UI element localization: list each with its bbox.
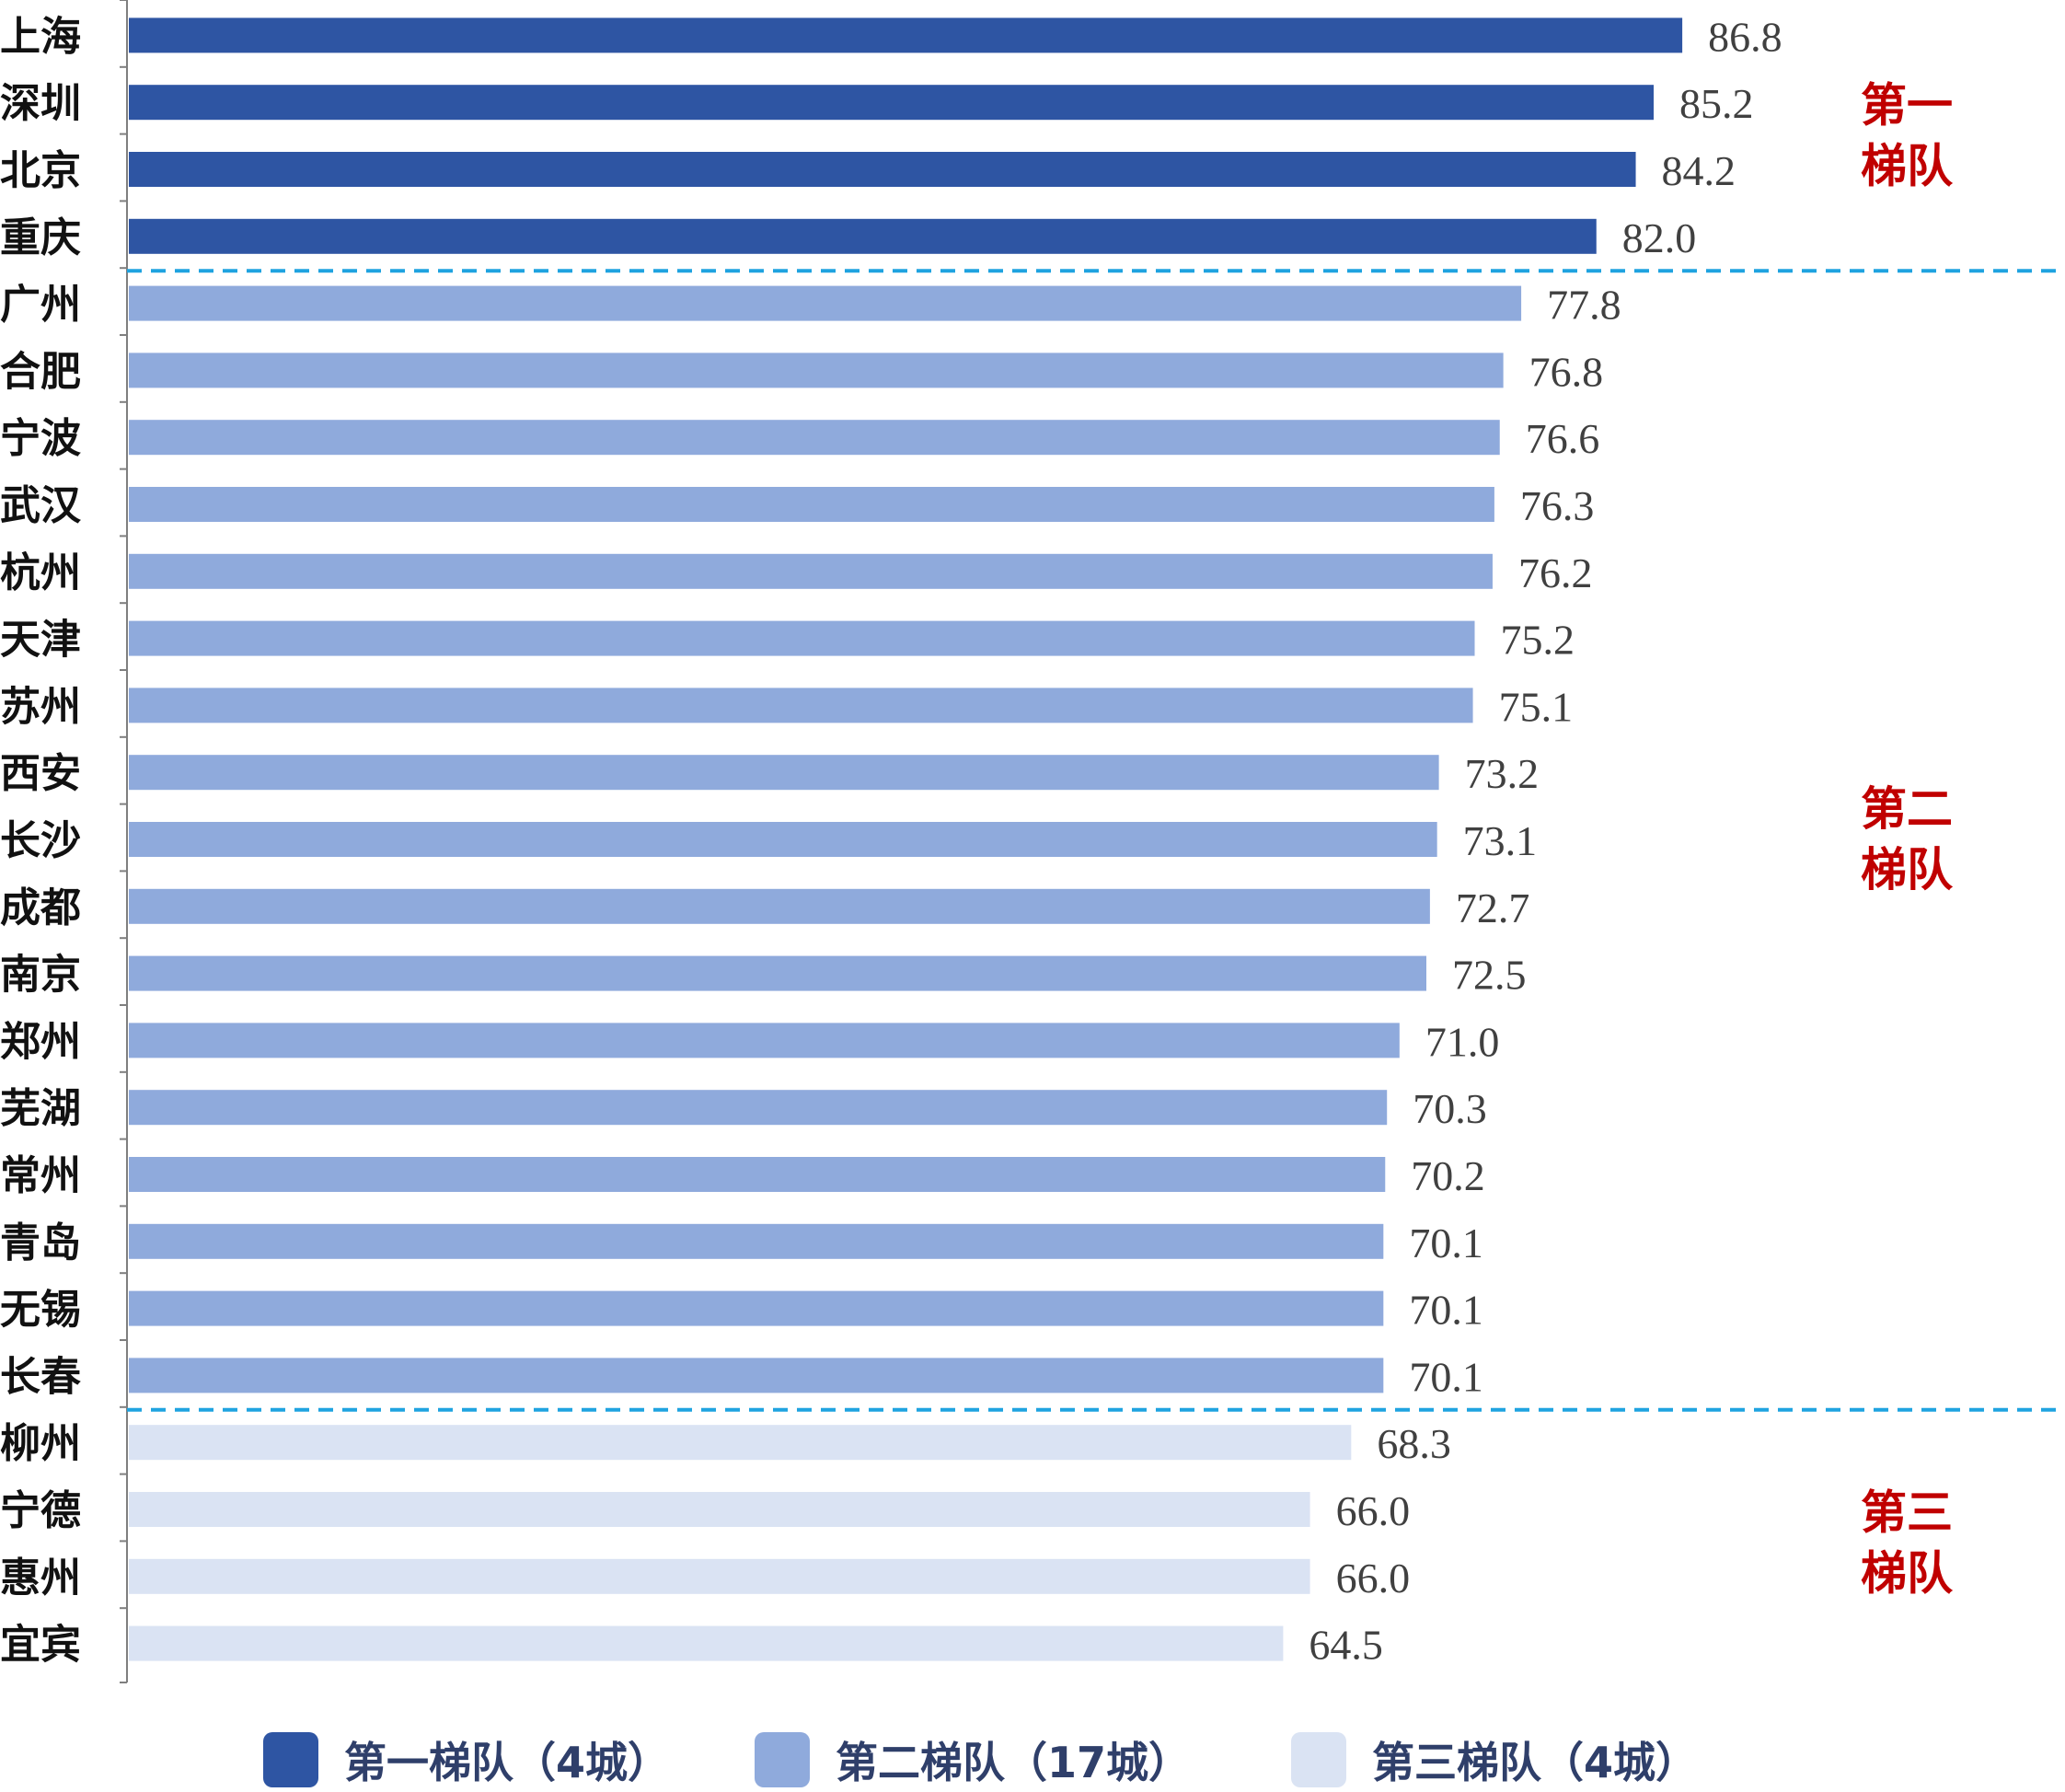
bar-chart: 上海 86.8 深圳 85.2 北京 84.2 重庆 82.0 广州 77.8 合肥 76.8 宁波 76… xyxy=(0,0,2065,1683)
bar xyxy=(129,688,1473,723)
category-label: 无锡 xyxy=(0,1287,81,1334)
value-label: 70.1 xyxy=(1409,1220,1483,1266)
category-label: 柳州 xyxy=(0,1420,81,1467)
category-label: 南京 xyxy=(0,952,81,999)
category-label: 青岛 xyxy=(0,1220,81,1266)
bar xyxy=(129,1090,1388,1126)
value-label: 82.0 xyxy=(1622,214,1697,261)
category-label: 苏州 xyxy=(0,683,81,730)
bar xyxy=(129,1023,1400,1058)
value-label: 85.2 xyxy=(1679,80,1754,127)
tier-label: 梯队 xyxy=(1861,843,1954,896)
tier-label: 第二 xyxy=(1861,782,1953,836)
bar xyxy=(129,17,1683,53)
value-label: 76.6 xyxy=(1526,415,1600,462)
value-label: 68.3 xyxy=(1377,1420,1451,1467)
bar xyxy=(129,1290,1384,1326)
tier-label: 第一 xyxy=(1861,79,1953,133)
category-label: 郑州 xyxy=(0,1018,81,1065)
legend-swatch-tier3 xyxy=(1291,1732,1346,1787)
category-label: 宁波 xyxy=(0,415,81,462)
category-label: 上海 xyxy=(0,13,81,60)
bar xyxy=(129,487,1494,522)
category-label: 北京 xyxy=(0,147,81,194)
bar xyxy=(129,285,1522,321)
value-label: 66.0 xyxy=(1336,1487,1411,1534)
tier-label: 第三 xyxy=(1861,1486,1953,1539)
tier-label: 梯队 xyxy=(1861,1546,1954,1600)
value-label: 86.8 xyxy=(1708,13,1782,60)
category-label: 武汉 xyxy=(0,482,82,529)
bar xyxy=(129,955,1426,991)
category-label: 长春 xyxy=(0,1353,81,1400)
value-label: 76.3 xyxy=(1520,482,1595,529)
category-label: 宁德 xyxy=(0,1487,81,1534)
value-label: 70.1 xyxy=(1409,1287,1483,1334)
value-label: 73.2 xyxy=(1465,750,1540,797)
category-label: 合肥 xyxy=(0,348,81,395)
value-label: 72.5 xyxy=(1452,952,1527,999)
legend: 第一梯队（4城） 第二梯队（17城） 第三梯队（4城） xyxy=(0,1732,2065,1787)
category-label: 芜湖 xyxy=(0,1085,81,1132)
tier-label: 梯队 xyxy=(1861,140,1954,193)
value-label: 71.0 xyxy=(1425,1018,1500,1065)
bar xyxy=(129,620,1475,656)
legend-label-tier3: 第三梯队（4城） xyxy=(1372,1738,1699,1787)
value-label: 70.1 xyxy=(1409,1353,1483,1400)
legend-item-tier1: 第一梯队（4城） xyxy=(263,1732,670,1787)
category-label: 常州 xyxy=(0,1152,81,1199)
bar xyxy=(129,1625,1284,1661)
value-label: 70.3 xyxy=(1413,1085,1487,1132)
legend-item-tier2: 第二梯队（17城） xyxy=(755,1732,1191,1787)
legend-item-tier3: 第三梯队（4城） xyxy=(1291,1732,1698,1787)
bar xyxy=(129,1558,1310,1594)
category-label: 西安 xyxy=(0,750,81,797)
category-label: 天津 xyxy=(0,617,81,664)
value-label: 64.5 xyxy=(1309,1622,1383,1669)
bar xyxy=(129,1223,1384,1259)
category-label: 惠州 xyxy=(0,1555,81,1601)
category-label: 广州 xyxy=(0,282,81,329)
value-label: 84.2 xyxy=(1662,147,1736,194)
bar xyxy=(129,888,1430,924)
bar xyxy=(129,218,1597,254)
bar xyxy=(129,420,1500,456)
bar xyxy=(129,1492,1310,1527)
bar xyxy=(129,1157,1386,1192)
value-label: 76.2 xyxy=(1518,549,1593,596)
category-label: 重庆 xyxy=(0,214,81,261)
bar xyxy=(129,152,1636,187)
value-label: 73.1 xyxy=(1463,817,1538,864)
category-label: 成都 xyxy=(0,884,81,931)
value-label: 75.2 xyxy=(1501,617,1575,664)
value-label: 77.8 xyxy=(1547,282,1621,329)
bar xyxy=(129,1358,1384,1393)
bar xyxy=(129,553,1493,589)
bar xyxy=(129,755,1439,791)
bar xyxy=(129,1425,1352,1461)
bar xyxy=(129,822,1437,857)
category-label: 宜宾 xyxy=(0,1622,81,1669)
bar xyxy=(129,353,1504,388)
legend-swatch-tier1 xyxy=(263,1732,318,1787)
category-label: 杭州 xyxy=(0,549,81,596)
legend-swatch-tier2 xyxy=(755,1732,810,1787)
value-label: 70.2 xyxy=(1411,1152,1485,1199)
legend-label-tier2: 第二梯队（17城） xyxy=(836,1738,1192,1787)
value-label: 76.8 xyxy=(1529,348,1604,395)
value-label: 66.0 xyxy=(1336,1555,1411,1601)
value-label: 75.1 xyxy=(1499,683,1574,730)
legend-label-tier1: 第一梯队（4城） xyxy=(344,1738,671,1787)
value-label: 72.7 xyxy=(1456,884,1530,931)
category-label: 长沙 xyxy=(0,817,81,864)
category-label: 深圳 xyxy=(0,80,81,127)
bar xyxy=(129,85,1654,121)
